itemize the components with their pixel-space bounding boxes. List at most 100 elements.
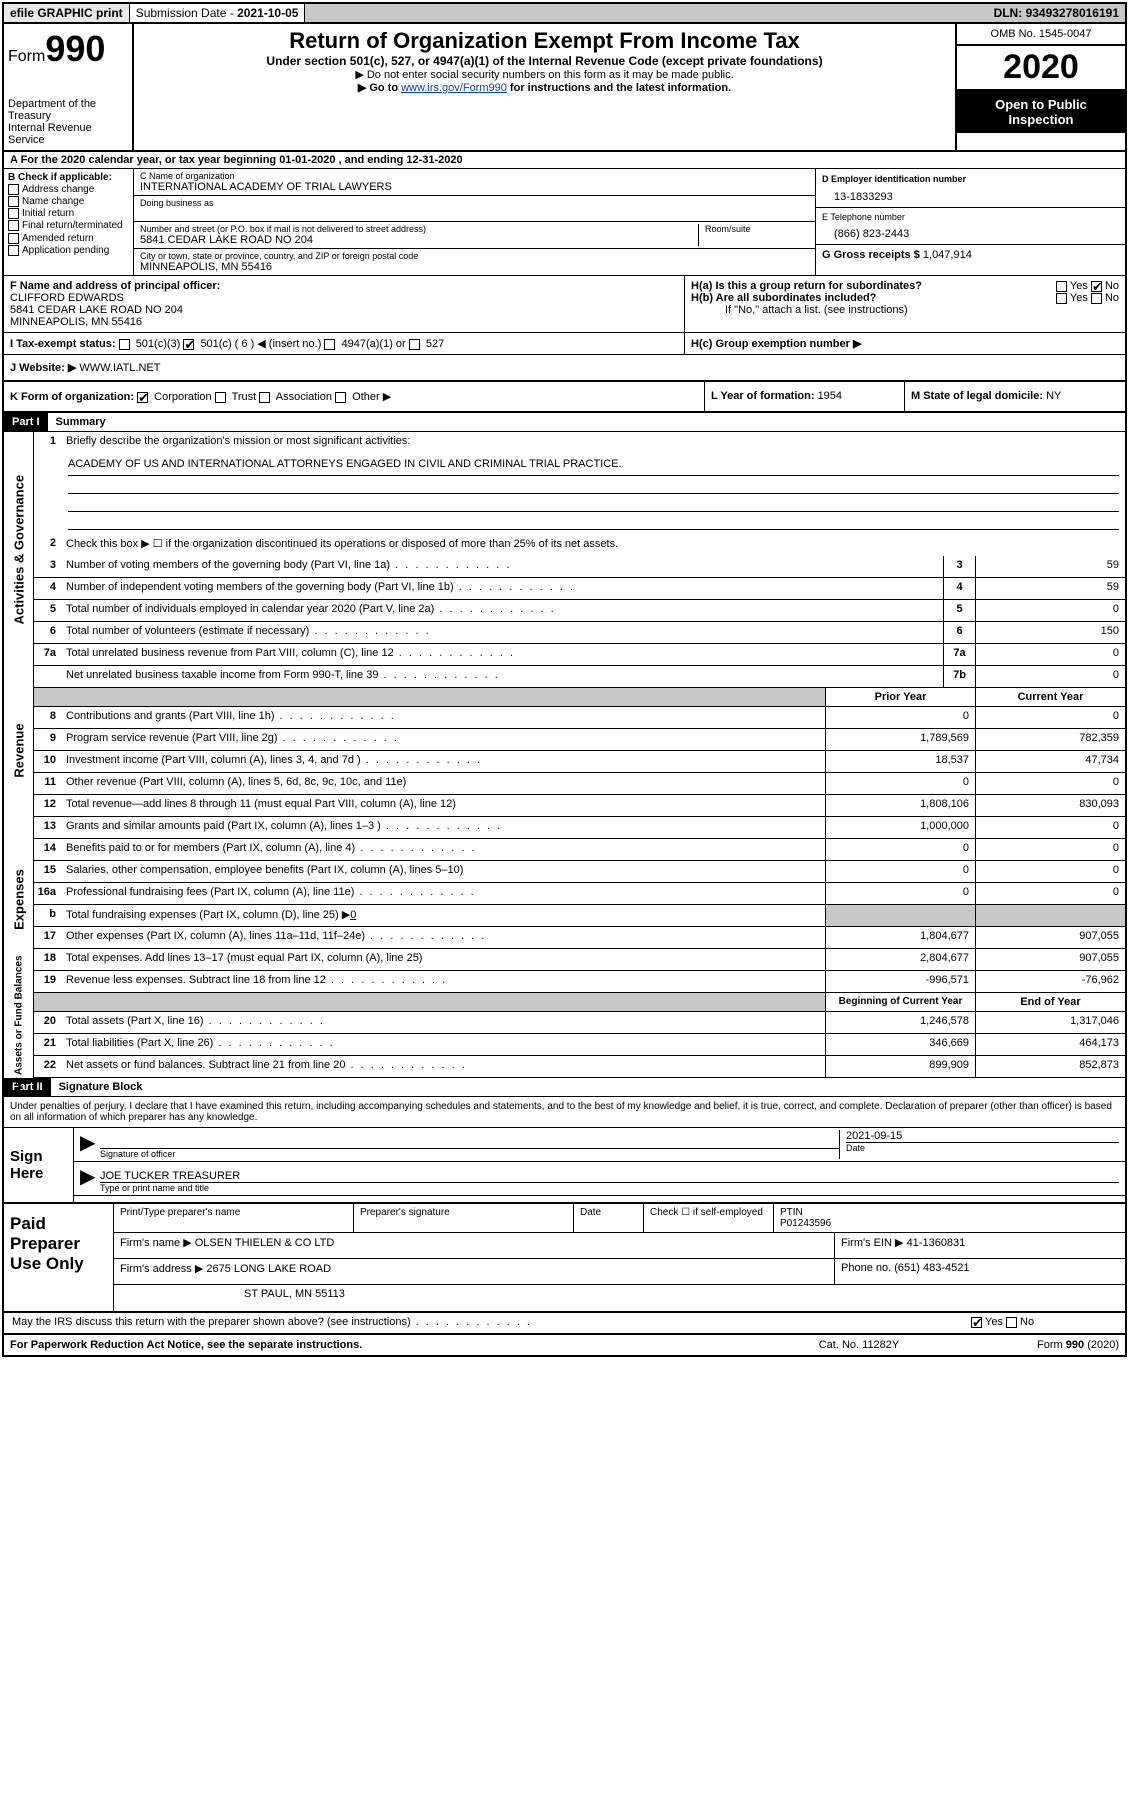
form-title: Return of Organization Exempt From Incom… bbox=[142, 28, 947, 54]
cb-501c3[interactable] bbox=[119, 339, 130, 350]
line18-prior: 2,804,677 bbox=[825, 949, 975, 970]
form-number: Form990 bbox=[8, 28, 128, 70]
street-address: 5841 CEDAR LAKE ROAD NO 204 bbox=[140, 234, 692, 246]
line7b-val: 0 bbox=[975, 666, 1125, 687]
room-label: Room/suite bbox=[705, 224, 809, 234]
col-boy: Beginning of Current Year bbox=[825, 993, 975, 1011]
f-label: F Name and address of principal officer: bbox=[10, 280, 220, 292]
i-tax-exempt: I Tax-exempt status: 501(c)(3) 501(c) ( … bbox=[10, 337, 678, 350]
line9-curr: 782,359 bbox=[975, 729, 1125, 750]
org-name: INTERNATIONAL ACADEMY OF TRIAL LAWYERS bbox=[140, 181, 809, 193]
cat-number: Cat. No. 11282Y bbox=[759, 1339, 959, 1351]
ptin-cell: PTINP01243596 bbox=[774, 1204, 1125, 1232]
gross-receipts-value: 1,047,914 bbox=[923, 249, 972, 261]
cb-final-return[interactable]: Final return/terminated bbox=[8, 220, 129, 231]
officer-name: CLIFFORD EDWARDS bbox=[10, 292, 678, 304]
cb-address-change[interactable]: Address change bbox=[8, 184, 129, 195]
vtab-exp: Expenses bbox=[12, 835, 27, 965]
line15-curr: 0 bbox=[975, 861, 1125, 882]
line15-prior: 0 bbox=[825, 861, 975, 882]
line8-prior: 0 bbox=[825, 707, 975, 728]
line5-val: 0 bbox=[975, 600, 1125, 621]
line1-label: Briefly describe the organization's miss… bbox=[62, 432, 1125, 454]
line9-prior: 1,789,569 bbox=[825, 729, 975, 750]
cb-other[interactable] bbox=[335, 392, 346, 403]
ha-group-return: H(a) Is this a group return for subordin… bbox=[691, 280, 1119, 292]
line9: Program service revenue (Part VIII, line… bbox=[62, 729, 825, 750]
col-b-checkboxes: B Check if applicable: Address change Na… bbox=[4, 169, 134, 275]
ein-value: 13-1833293 bbox=[822, 185, 1119, 203]
net-assets-section: Net Assets or Fund Balances Beginning of… bbox=[4, 993, 1125, 1078]
dept-irs: Internal Revenue Service bbox=[8, 122, 128, 146]
tax-year: 2020 bbox=[957, 46, 1125, 91]
cb-discuss-yes[interactable] bbox=[971, 1317, 982, 1328]
col-prior-year: Prior Year bbox=[825, 688, 975, 706]
line4-val: 59 bbox=[975, 578, 1125, 599]
type-name-label: Type or print name and title bbox=[100, 1182, 1119, 1193]
line17-prior: 1,804,677 bbox=[825, 927, 975, 948]
mission-text: ACADEMY OF US AND INTERNATIONAL ATTORNEY… bbox=[68, 458, 1119, 476]
line13-prior: 1,000,000 bbox=[825, 817, 975, 838]
officer-addr1: 5841 CEDAR LAKE ROAD NO 204 bbox=[10, 304, 678, 316]
row-i-j: I Tax-exempt status: 501(c)(3) 501(c) ( … bbox=[4, 333, 1125, 355]
activities-governance: Activities & Governance 1Briefly describ… bbox=[4, 432, 1125, 688]
cb-amended-return[interactable]: Amended return bbox=[8, 233, 129, 244]
part1-header: Part ISummary bbox=[4, 413, 1125, 432]
line16a: Professional fundraising fees (Part IX, … bbox=[62, 883, 825, 904]
line7a-val: 0 bbox=[975, 644, 1125, 665]
ssn-note: ▶ Do not enter social security numbers o… bbox=[142, 68, 947, 81]
section-f-h: F Name and address of principal officer:… bbox=[4, 276, 1125, 333]
firm-addr-row: Firm's address ▶ 2675 LONG LAKE ROAD bbox=[114, 1259, 835, 1284]
cb-initial-return[interactable]: Initial return bbox=[8, 208, 129, 219]
expenses-section: Expenses 13Grants and similar amounts pa… bbox=[4, 817, 1125, 993]
line5: Total number of individuals employed in … bbox=[62, 600, 943, 621]
cb-501c[interactable] bbox=[183, 339, 194, 350]
line13-curr: 0 bbox=[975, 817, 1125, 838]
firm-phone: Phone no. (651) 483-4521 bbox=[835, 1259, 1125, 1284]
firm-addr2: ST PAUL, MN 55113 bbox=[114, 1285, 1125, 1311]
revenue-section: Revenue Prior YearCurrent Year 8Contribu… bbox=[4, 688, 1125, 817]
open-public-badge: Open to Public Inspection bbox=[957, 91, 1125, 133]
cb-trust[interactable] bbox=[215, 392, 226, 403]
line19-curr: -76,962 bbox=[975, 971, 1125, 992]
cb-corporation[interactable] bbox=[137, 392, 148, 403]
perjury-declaration: Under penalties of perjury, I declare th… bbox=[4, 1097, 1125, 1128]
line21-boy: 346,669 bbox=[825, 1034, 975, 1055]
hc-group-exemption: H(c) Group exemption number ▶ bbox=[685, 333, 1125, 354]
cb-527[interactable] bbox=[409, 339, 420, 350]
prep-selfemp: Check ☐ if self-employed bbox=[644, 1204, 774, 1232]
form-footer: Form 990 (2020) bbox=[959, 1339, 1119, 1351]
line16a-prior: 0 bbox=[825, 883, 975, 904]
submission-date: Submission Date - 2021-10-05 bbox=[130, 4, 306, 22]
arrow-icon: ▶ bbox=[80, 1164, 100, 1193]
sign-here-block: Sign Here ▶ Signature of officer 2021-09… bbox=[4, 1128, 1125, 1202]
line6: Total number of volunteers (estimate if … bbox=[62, 622, 943, 643]
cb-4947[interactable] bbox=[324, 339, 335, 350]
line19-prior: -996,571 bbox=[825, 971, 975, 992]
discuss-row: May the IRS discuss this return with the… bbox=[4, 1313, 1125, 1335]
line18: Total expenses. Add lines 13–17 (must eq… bbox=[62, 949, 825, 970]
form-header: Form990 Department of the Treasury Inter… bbox=[4, 24, 1125, 152]
line11-curr: 0 bbox=[975, 773, 1125, 794]
cb-application-pending[interactable]: Application pending bbox=[8, 245, 129, 256]
line7a: Total unrelated business revenue from Pa… bbox=[62, 644, 943, 665]
b-title: B Check if applicable: bbox=[8, 172, 112, 183]
row-klm: K Form of organization: Corporation Trus… bbox=[4, 382, 1125, 413]
efile-print-button[interactable]: efile GRAPHIC print bbox=[4, 4, 130, 22]
line4: Number of independent voting members of … bbox=[62, 578, 943, 599]
line20-eoy: 1,317,046 bbox=[975, 1012, 1125, 1033]
instructions-link[interactable]: www.irs.gov/Form990 bbox=[401, 82, 507, 94]
form-page: efile GRAPHIC print Submission Date - 20… bbox=[2, 2, 1127, 1357]
firm-ein: Firm's EIN ▶ 41-1360831 bbox=[835, 1233, 1125, 1258]
cb-association[interactable] bbox=[259, 392, 270, 403]
line6-val: 150 bbox=[975, 622, 1125, 643]
line7b: Net unrelated business taxable income fr… bbox=[62, 666, 943, 687]
dept-treasury: Department of the Treasury bbox=[8, 98, 128, 122]
line10-prior: 18,537 bbox=[825, 751, 975, 772]
line12: Total revenue—add lines 8 through 11 (mu… bbox=[62, 795, 825, 816]
line21: Total liabilities (Part X, line 26) bbox=[62, 1034, 825, 1055]
cb-name-change[interactable]: Name change bbox=[8, 196, 129, 207]
cb-discuss-no[interactable] bbox=[1006, 1317, 1017, 1328]
line15: Salaries, other compensation, employee b… bbox=[62, 861, 825, 882]
line3-val: 59 bbox=[975, 556, 1125, 577]
